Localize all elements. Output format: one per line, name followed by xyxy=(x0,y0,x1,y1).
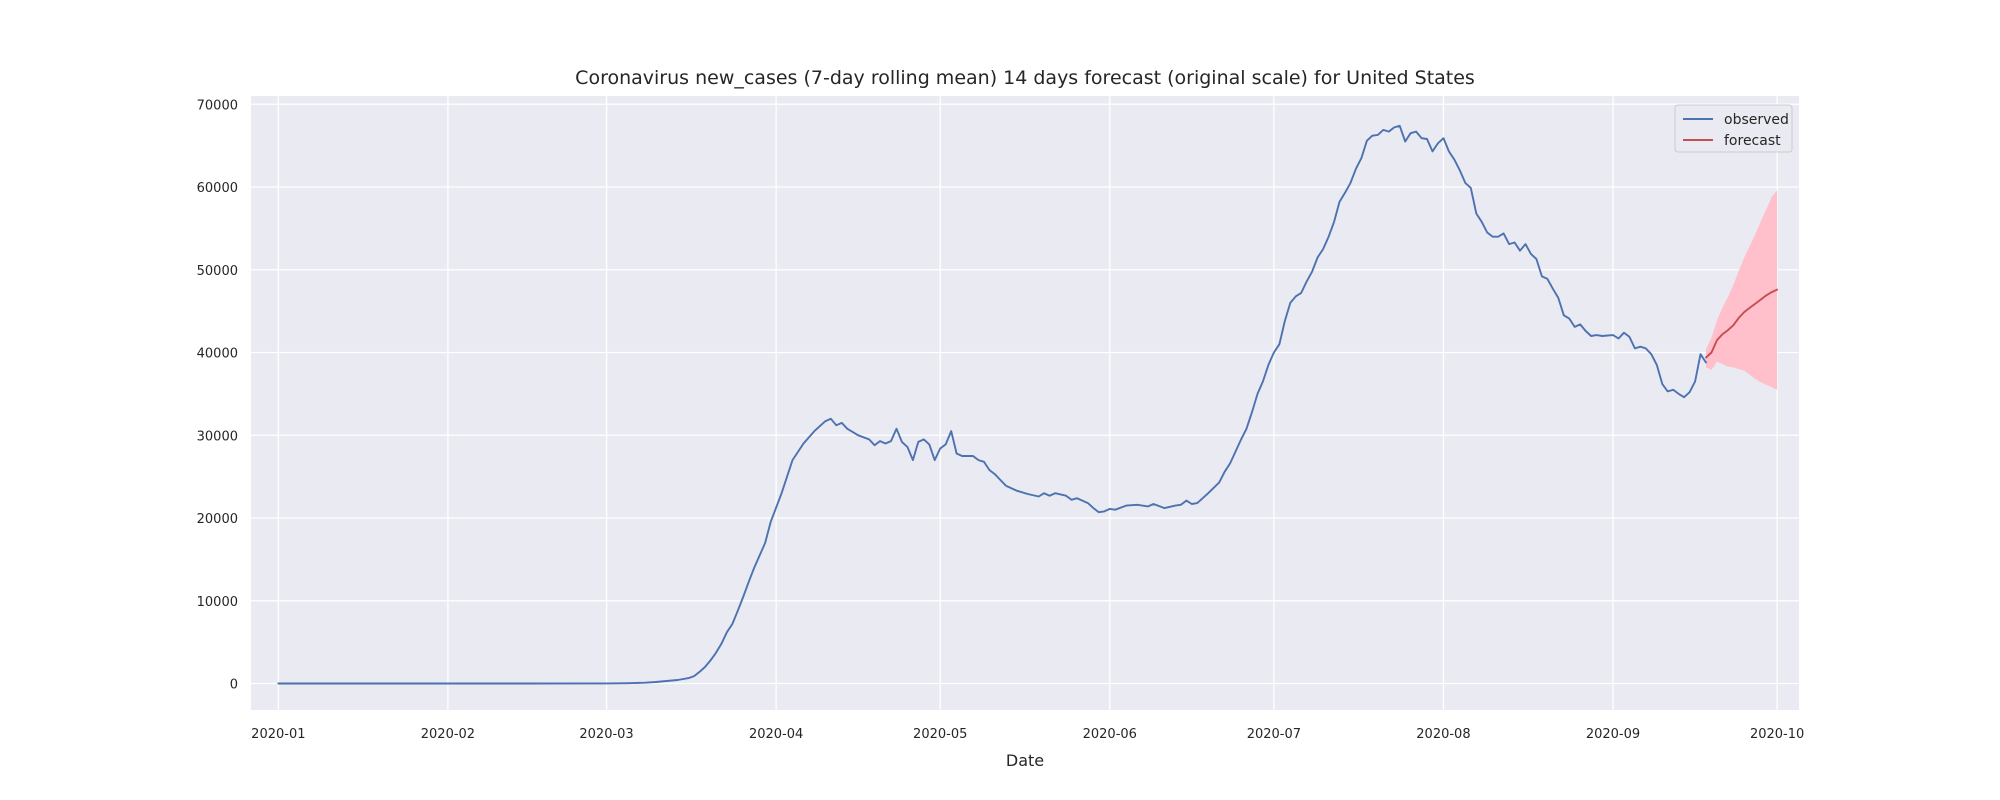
y-tick-label: 50000 xyxy=(197,264,238,279)
series-line-observed xyxy=(277,124,1707,685)
x-tick-label: 2020-06 xyxy=(1083,727,1137,742)
legend-label-observed: observed xyxy=(1724,112,1789,128)
x-tick-label: 2020-10 xyxy=(1750,727,1804,742)
x-tick-label: 2020-02 xyxy=(421,727,475,742)
y-tick-label: 70000 xyxy=(197,98,238,113)
x-tick-label: 2020-04 xyxy=(749,727,803,742)
y-tick-label: 40000 xyxy=(197,347,238,362)
legend-label-forecast: forecast xyxy=(1724,133,1781,149)
forecast-interval-area xyxy=(1706,190,1778,390)
y-tick-label: 20000 xyxy=(197,512,238,527)
x-tick-label: 2020-07 xyxy=(1247,727,1301,742)
y-tick-label: 30000 xyxy=(197,429,238,444)
x-tick-label: 2020-01 xyxy=(251,727,305,742)
series-lines xyxy=(277,124,1779,685)
grid-lines xyxy=(251,96,1799,710)
x-tick-label: 2020-03 xyxy=(579,727,633,742)
y-axis-ticks: 0 10000 20000 30000 40000 50000 60000 70000 xyxy=(197,98,238,692)
x-axis-label: Date xyxy=(1006,751,1044,770)
x-tick-label: 2020-09 xyxy=(1586,727,1640,742)
x-tick-label: 2020-08 xyxy=(1416,727,1470,742)
plot-area xyxy=(251,96,1799,710)
y-tick-label: 10000 xyxy=(197,595,238,610)
y-tick-label: 0 xyxy=(230,678,238,693)
x-tick-label: 2020-05 xyxy=(913,727,967,742)
x-axis-ticks: 2020-01 2020-02 2020-03 2020-04 2020-05 2020-… xyxy=(251,727,1804,742)
series-line-forecast xyxy=(1705,288,1779,359)
chart-title: Coronavirus new_cases (7-day rolling mea… xyxy=(575,67,1475,89)
forecast-interval-band xyxy=(1706,190,1778,390)
y-tick-label: 60000 xyxy=(197,181,238,196)
legend: observed forecast xyxy=(1674,104,1793,153)
